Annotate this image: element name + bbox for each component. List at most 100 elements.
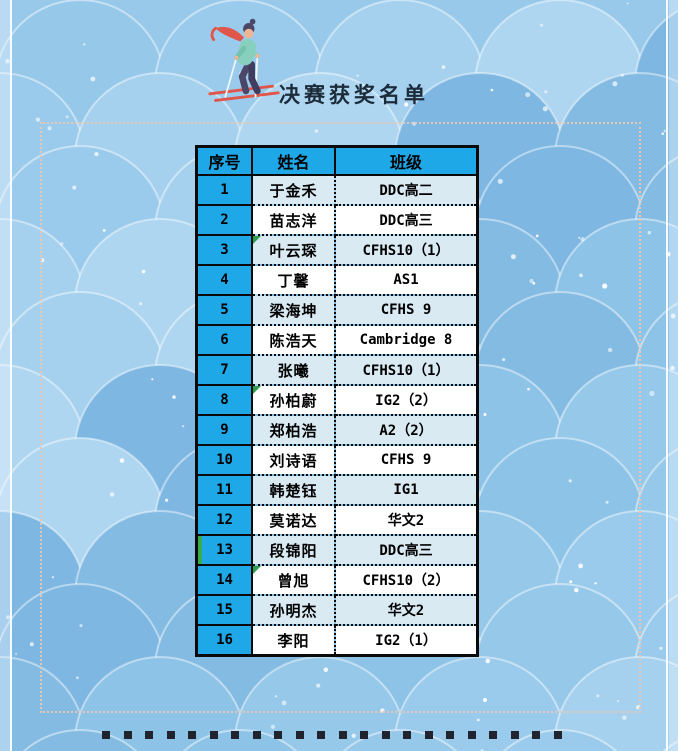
table-row: 13 段锦阳 DDC高三 [195,534,479,566]
row-number-cell: 13 [195,534,253,566]
name-cell: 叶云琛 [251,234,336,266]
name-cell: 莫诺达 [251,504,336,536]
table-row: 3 叶云琛 CFHS10（1） [195,234,479,266]
name-cell: 李阳 [251,624,336,657]
footer-square [467,731,476,739]
class-cell: DDC高二 [334,174,479,206]
footer-square [317,731,325,739]
header-class: 班级 [334,145,479,176]
footer-square [553,731,562,739]
name-cell: 梁海坤 [251,294,336,326]
table-row: 10 刘诗语 CFHS 9 [195,444,479,476]
class-cell: 华文2 [334,594,479,626]
row-number-cell: 12 [195,504,253,536]
right-side-line [666,0,668,751]
footer-square [295,731,304,739]
footer-square [209,731,218,739]
name-cell: 张曦 [251,354,336,386]
row-number-cell: 7 [195,354,253,386]
row-number-cell: 2 [195,204,253,236]
class-cell: Cambridge 8 [334,324,479,356]
name-cell: 苗志洋 [251,204,336,236]
row-number-cell: 10 [195,444,253,476]
table-row: 12 莫诺达 华文2 [195,504,479,536]
row-number-cell: 11 [195,474,253,506]
class-cell: IG1 [334,474,479,506]
row-number-cell: 1 [195,174,253,206]
class-cell: AS1 [334,264,479,296]
left-side-line [10,0,12,751]
header-name: 姓名 [251,145,336,176]
footer-square [381,731,390,739]
name-cell: 曾旭 [251,564,336,596]
footer-square [252,731,261,739]
name-cell: 孙明杰 [251,594,336,626]
footer-square [360,731,368,739]
dotted-border-frame [40,122,641,713]
row-number-cell: 15 [195,594,253,626]
class-cell: IG2（2） [334,384,479,416]
footer-square [188,731,196,739]
table-row: 1 于金禾 DDC高二 [195,174,479,206]
row-number-cell: 14 [195,564,253,596]
table-row: 4 丁馨 AS1 [195,264,479,296]
footer-square [424,731,433,739]
footer-square [403,731,411,739]
class-cell: CFHS10（1） [334,354,479,386]
class-cell: CFHS 9 [334,294,479,326]
class-cell: IG2（1） [334,624,479,657]
class-cell: DDC高三 [334,534,479,566]
row-number-cell: 6 [195,324,253,356]
footer-square [532,731,540,739]
footer-square [102,731,110,739]
name-cell: 段锦阳 [251,534,336,566]
footer-square [338,731,347,739]
table-row: 7 张曦 CFHS10（1） [195,354,479,386]
row-number-cell: 9 [195,414,253,446]
table-row: 15 孙明杰 华文2 [195,594,479,626]
row-number-cell: 3 [195,234,253,266]
footer-square [123,731,132,739]
class-cell: 华文2 [334,504,479,536]
name-cell: 刘诗语 [251,444,336,476]
award-table-body: 1 于金禾 DDC高二 2 苗志洋 DDC高三 3 叶云琛 CFHS10（1） 4 丁馨 AS1 5 梁海… [195,174,479,657]
row-number-cell: 8 [195,384,253,416]
award-table: 序号 姓名 班级 1 于金禾 DDC高二 2 苗志洋 DDC高三 3 叶云琛 CFHS10（1）… [195,145,479,657]
table-row: 9 郑柏浩 A2（2） [195,414,479,446]
row-number-cell: 4 [195,264,253,296]
name-cell: 陈浩天 [251,324,336,356]
left-edge-strip [0,0,10,751]
table-row: 11 韩楚钰 IG1 [195,474,479,506]
name-cell: 孙柏蔚 [251,384,336,416]
table-header-row: 序号 姓名 班级 [195,145,479,176]
row-number-cell: 16 [195,624,253,657]
class-cell: CFHS10（2） [334,564,479,596]
footer-squares [102,731,562,739]
row-number-cell: 5 [195,294,253,326]
class-cell: CFHS 9 [334,444,479,476]
name-cell: 丁馨 [251,264,336,296]
footer-square [446,731,454,739]
name-cell: 韩楚钰 [251,474,336,506]
header-number: 序号 [195,145,253,176]
name-cell: 于金禾 [251,174,336,206]
table-row: 5 梁海坤 CFHS 9 [195,294,479,326]
footer-square [274,731,282,739]
footer-square [489,731,497,739]
table-row: 2 苗志洋 DDC高三 [195,204,479,236]
name-cell: 郑柏浩 [251,414,336,446]
class-cell: DDC高三 [334,204,479,236]
footer-square [145,731,153,739]
table-row: 16 李阳 IG2（1） [195,624,479,657]
footer-square [231,731,239,739]
class-cell: A2（2） [334,414,479,446]
table-row: 14 曾旭 CFHS10（2） [195,564,479,596]
class-cell: CFHS10（1） [334,234,479,266]
footer-square [510,731,519,739]
footer-square [166,731,175,739]
table-row: 6 陈浩天 Cambridge 8 [195,324,479,356]
page-title: 决赛获奖名单 [279,84,429,107]
skier-icon [208,18,280,102]
right-edge-strip [669,0,678,751]
